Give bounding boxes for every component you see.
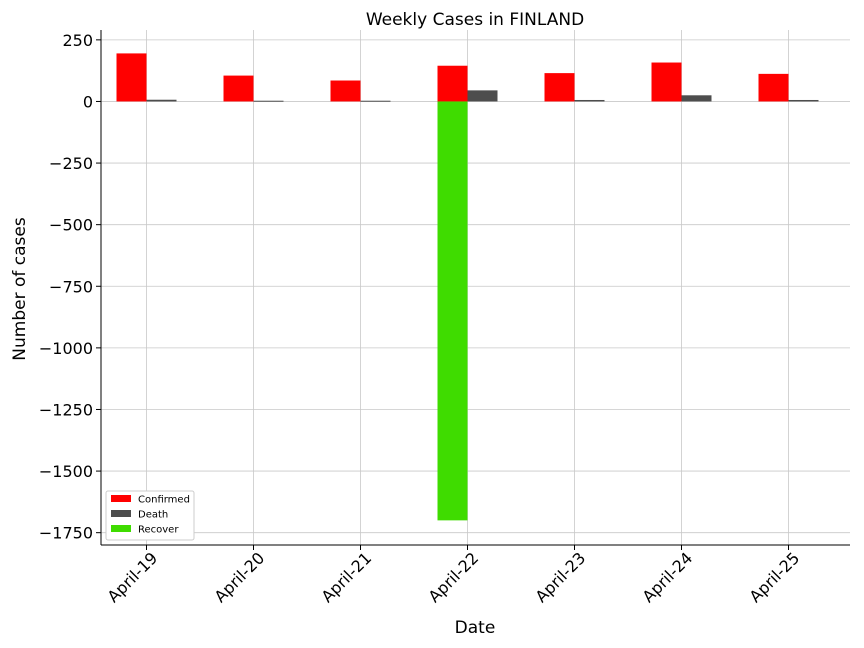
x-ticks: April-19 April-20 April-21 April-22 April-23… — [104, 545, 804, 606]
legend-label: Death — [138, 510, 168, 521]
bar-recover-april-22 — [437, 101, 468, 521]
grid — [101, 30, 850, 545]
bar-confirmed-april-22 — [437, 65, 468, 102]
legend-swatch — [111, 510, 131, 517]
bars — [116, 53, 819, 521]
chart-title: Weekly Cases in FINLAND — [366, 10, 584, 30]
legend-label: Confirmed — [138, 495, 190, 506]
legend-swatch — [111, 495, 131, 502]
bar-death-april-19 — [146, 99, 177, 102]
legend-label: Recover — [138, 525, 179, 536]
x-tick-label: April-20 — [211, 548, 269, 606]
bar-confirmed-april-25 — [758, 73, 789, 102]
y-tick-label: −1000 — [39, 339, 93, 358]
bar-death-april-21 — [360, 100, 391, 102]
legend-swatch — [111, 525, 131, 532]
y-tick-label: −750 — [49, 277, 93, 296]
bar-confirmed-april-21 — [330, 80, 361, 102]
x-tick-label: April-22 — [425, 548, 483, 606]
bar-death-april-25 — [788, 99, 819, 102]
y-tick-label: −1500 — [39, 462, 93, 481]
bar-confirmed-april-23 — [544, 73, 575, 102]
x-tick-label: April-23 — [532, 548, 590, 606]
x-tick-label: April-24 — [639, 548, 697, 606]
y-tick-label: −1250 — [39, 400, 93, 419]
bar-death-april-20 — [253, 100, 284, 102]
y-ticks: 250 0 −250 −500 −750 −1000 −1250 −1500 −1750 — [39, 31, 101, 543]
x-tick-label: April-25 — [746, 548, 804, 606]
bar-confirmed-april-19 — [116, 53, 147, 102]
bar-death-april-24 — [681, 95, 712, 102]
bar-death-april-22 — [467, 90, 498, 102]
y-tick-label: −250 — [49, 154, 93, 173]
bar-death-april-23 — [574, 99, 605, 102]
bar-confirmed-april-24 — [651, 62, 682, 102]
y-tick-label: −1750 — [39, 524, 93, 543]
legend: Confirmed Death Recover — [105, 490, 195, 541]
y-axis-label: Number of cases — [10, 217, 30, 361]
x-axis-label: Date — [455, 618, 496, 638]
y-tick-label: 0 — [83, 92, 93, 111]
x-tick-label: April-21 — [318, 548, 376, 606]
axes — [100, 30, 850, 546]
y-tick-label: 250 — [62, 31, 93, 50]
bar-confirmed-april-20 — [223, 75, 254, 102]
y-tick-label: −500 — [49, 216, 93, 235]
x-tick-label: April-19 — [104, 548, 162, 606]
